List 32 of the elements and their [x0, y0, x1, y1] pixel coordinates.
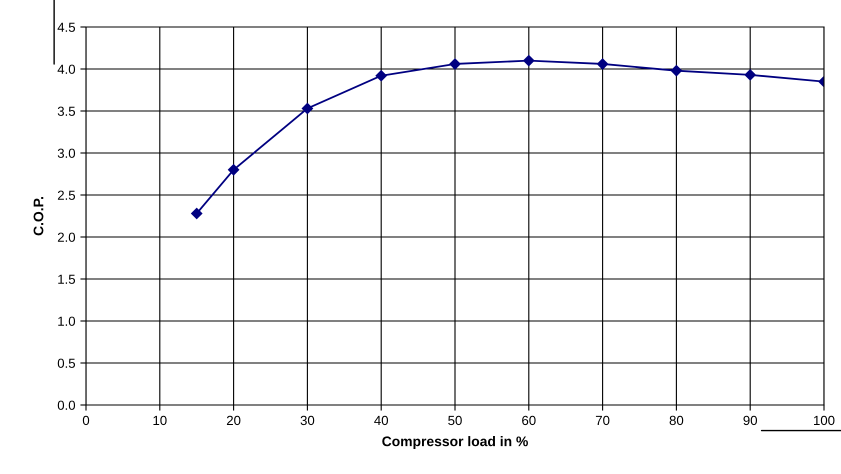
point — [670, 65, 682, 76]
x-tick-label: 40 — [374, 416, 388, 426]
y-tick-label: 4.5 — [58, 22, 76, 32]
y-tick-label: 4.0 — [58, 64, 76, 74]
x-tick-label: 30 — [300, 416, 314, 426]
y-tick-label: 1.5 — [58, 274, 76, 284]
y-tick-label: 0.0 — [58, 400, 76, 410]
x-tick-label: 50 — [448, 416, 462, 426]
y-tick-label: 3.0 — [58, 148, 76, 158]
point — [302, 102, 314, 114]
y-axis-title: C.O.P. — [34, 197, 44, 236]
y-tick-label: 0.5 — [58, 358, 76, 368]
point — [523, 54, 534, 66]
point — [376, 70, 387, 82]
x-tick-label: 20 — [226, 416, 240, 426]
x-tick-label: 10 — [153, 416, 167, 426]
y-tick-label: 2.5 — [58, 190, 76, 200]
x-tick-label: 80 — [670, 416, 684, 426]
point — [191, 208, 202, 220]
x-tick-label: 100 — [814, 416, 834, 426]
point — [596, 58, 608, 70]
y-tick-label: 3.5 — [58, 106, 76, 116]
point — [449, 58, 461, 70]
y-tick-label: 2.0 — [58, 232, 76, 242]
point — [744, 69, 756, 80]
x-tick-label: 60 — [522, 416, 536, 426]
x-tick-label: 0 — [82, 416, 90, 426]
point — [228, 164, 240, 176]
x-axis-title: Compressor load in % — [382, 436, 528, 449]
x-tick-label: 90 — [743, 416, 758, 426]
x-tick-label: 70 — [596, 416, 610, 426]
y-tick-label: 1.0 — [58, 316, 76, 326]
